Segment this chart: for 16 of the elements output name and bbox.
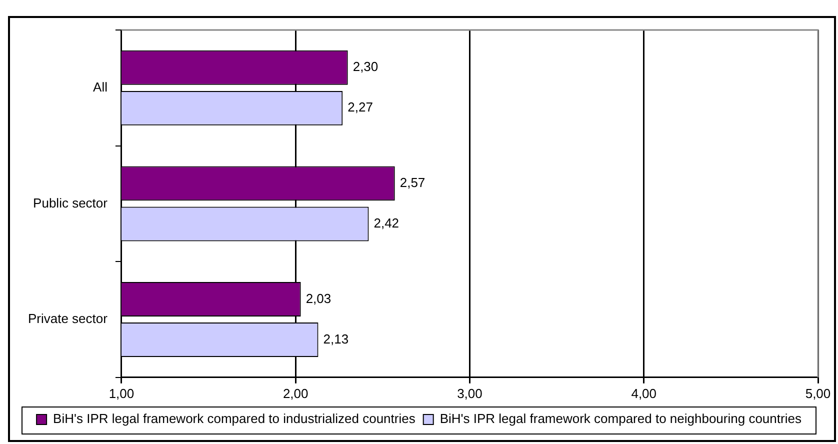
x-tick-label: 4,00: [631, 386, 657, 401]
data-label: 2,13: [323, 331, 349, 346]
y-tick-label: All: [93, 79, 108, 94]
data-label: 2,03: [306, 290, 332, 306]
y-tick-label: Public sector: [33, 195, 108, 210]
x-tick-label: 5,00: [805, 386, 831, 401]
x-tick-label: 1,00: [108, 386, 134, 401]
legend-label: BiH's IPR legal framework compared to industrialized countries: [53, 411, 416, 426]
data-label: 2,27: [348, 100, 373, 115]
data-label: 2,42: [374, 216, 400, 231]
data-label: 2,30: [352, 59, 378, 74]
x-tick-label: 2,00: [282, 386, 308, 401]
y-tick-label: Private sector: [28, 311, 108, 326]
legend-label: BiH's IPR legal framework compared to neighbouring countries: [440, 411, 802, 426]
x-tick-label: 3,00: [457, 386, 482, 401]
data-label: 2,57: [400, 175, 426, 190]
